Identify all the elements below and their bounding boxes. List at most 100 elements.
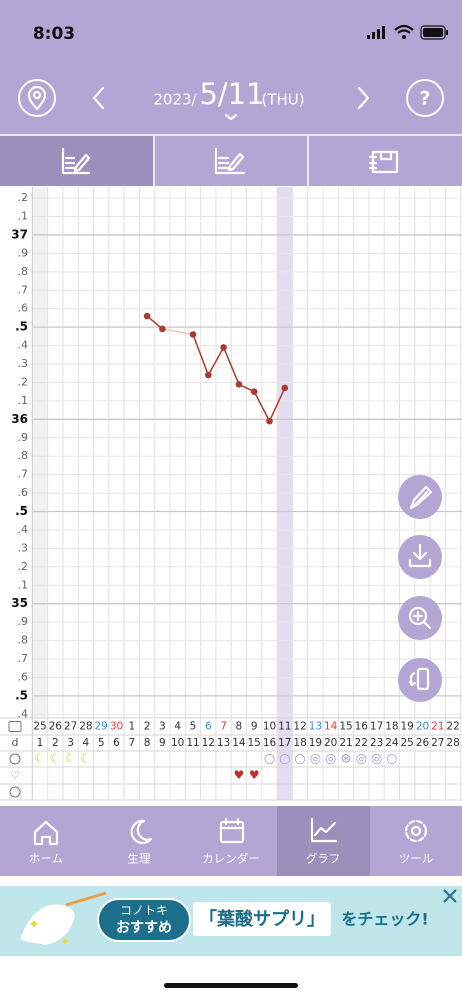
x-tick-label: 20 [416,721,429,733]
x-tick-label: 27 [64,721,77,733]
cycle-day: 18 [293,737,306,749]
first-column-shade [32,187,48,718]
x-tick-label: 5 [190,721,197,733]
row-icon-minus [9,786,21,798]
nav-icon-graph[interactable] [310,817,338,843]
cycle-day: 12 [202,737,215,749]
download-button[interactable] [398,535,442,579]
temperature-point [266,417,273,425]
status-time: 8:03 [33,24,75,44]
bbt-chart: .2.137.9.8.7.6.5.4.3.2.136.9.8.7.6.5.4.3… [0,187,462,801]
prev-day[interactable] [92,86,105,110]
period-marks: ☾ [65,752,77,767]
temperature-point [235,380,243,388]
y-tick-label: .4 [18,523,29,536]
x-tick-label: 6 [205,721,212,733]
svg-text:✦: ✦ [28,917,40,933]
temperature-point [189,331,197,338]
y-tick-label: .5 [15,688,28,702]
rotate-button[interactable] [398,658,442,702]
help-button[interactable]: ? [406,79,444,117]
y-tick-label: .2 [18,375,29,388]
x-tick-label: 4 [174,721,181,733]
tab-icon-graph-multi[interactable] [214,147,246,175]
ad-badge-bottom: おすすめ [116,920,172,936]
header-weekday: (THU) [261,91,304,109]
temperature-point [205,371,212,379]
x-tick-label: 3 [159,721,166,733]
y-tick-label: .6 [18,486,29,499]
edit-button[interactable] [398,475,442,519]
row-icon-calendar [8,721,22,732]
cycle-day: 21 [339,737,352,749]
y-tick-label: .1 [18,578,29,591]
y-tick-label: .9 [18,431,29,444]
header-date[interactable]: 5/11 [199,77,264,111]
y-tick-label: .7 [18,652,29,665]
y-tick-label: .6 [18,670,29,683]
cycle-day: 25 [401,737,414,749]
ad-headline: 「葉酸サプリ」 [199,908,325,930]
cycle-day: 3 [67,737,74,749]
ovulation-marks: ○ [264,752,275,767]
cycle-day: 15 [248,737,261,749]
location-button[interactable] [18,79,56,117]
zoom-button[interactable] [398,596,442,640]
cycle-day: 5 [98,737,105,749]
heart-marks: ♥ [234,768,245,782]
ad-banner[interactable]: ✦✦ [0,886,462,956]
cycle-day: 13 [217,737,230,749]
nav-icon-home[interactable] [33,820,59,846]
nav-label[interactable]: ツール [399,852,434,866]
ovulation-marks: ◎ [325,752,336,767]
status-icons [367,24,448,40]
x-tick-label: 18 [385,721,398,733]
cycle-day: 4 [83,737,90,749]
y-tick-label: .9 [18,615,29,628]
nav-label[interactable]: グラフ [306,852,341,866]
home-indicator [164,983,298,988]
nav-icon-tools[interactable] [404,819,428,843]
nav-label[interactable]: カレンダー [202,852,260,866]
ovulation-marks: ◎ [356,752,367,767]
cycle-day: 16 [263,737,277,749]
cycle-day: 27 [431,737,444,749]
y-tick-label: .3 [18,357,29,370]
cycle-day: 10 [171,737,184,749]
ovulation-marks: ○ [294,752,305,767]
cycle-day-label: d [12,736,19,749]
x-tick-label: 11 [278,721,291,733]
y-tick-label: .4 [18,707,29,720]
nav-label[interactable]: 生理 [128,852,151,866]
nav-icon-period[interactable] [130,819,153,844]
cycle-day: 23 [370,737,383,749]
ad-tail: をチェック! [341,910,428,929]
tab-icon-graph-edit[interactable] [61,147,91,175]
tab-icon-notebook[interactable] [368,150,399,174]
period-marks: ☾ [49,752,61,767]
cycle-day: 2 [52,737,59,749]
y-tick-label: 37 [11,227,28,241]
x-tick-label: 25 [33,721,46,733]
nav-label[interactable]: ホーム [29,852,63,866]
x-tick-label: 8 [236,721,243,733]
cycle-day: 20 [324,737,337,749]
y-tick-label: .8 [18,265,29,278]
date-dropdown[interactable] [224,113,238,121]
ad-badge-top: コノトキ [120,904,168,918]
ovulation-marks: ○ [386,752,397,767]
next-day[interactable] [357,86,370,110]
cycle-day: 1 [37,737,44,749]
row-icon-heart: ♡ [11,771,20,782]
header-year: 2023/ [153,91,197,109]
ovulation-marks: ◎ [371,752,382,767]
svg-text:?: ? [419,88,430,110]
x-tick-label: 21 [431,721,444,733]
x-tick-label: 16 [355,721,369,733]
y-tick-label: .7 [18,468,29,481]
nav-icon-calendar[interactable] [219,817,245,844]
y-tick-label: .5 [15,320,28,334]
tab-active[interactable] [0,136,153,186]
y-tick-label: 36 [11,412,28,426]
